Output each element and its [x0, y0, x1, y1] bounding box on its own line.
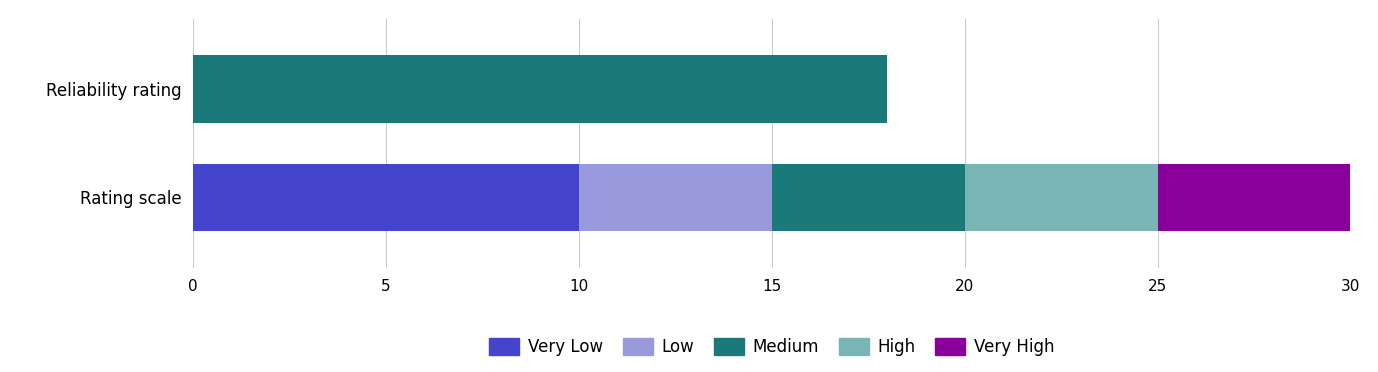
Bar	[579, 164, 772, 231]
Bar	[772, 164, 965, 231]
Bar	[193, 164, 579, 231]
Bar	[1158, 164, 1350, 231]
Legend: Very Low, Low, Medium, High, Very High: Very Low, Low, Medium, High, Very High	[482, 331, 1061, 362]
Bar	[965, 164, 1158, 231]
Bar	[193, 55, 887, 123]
